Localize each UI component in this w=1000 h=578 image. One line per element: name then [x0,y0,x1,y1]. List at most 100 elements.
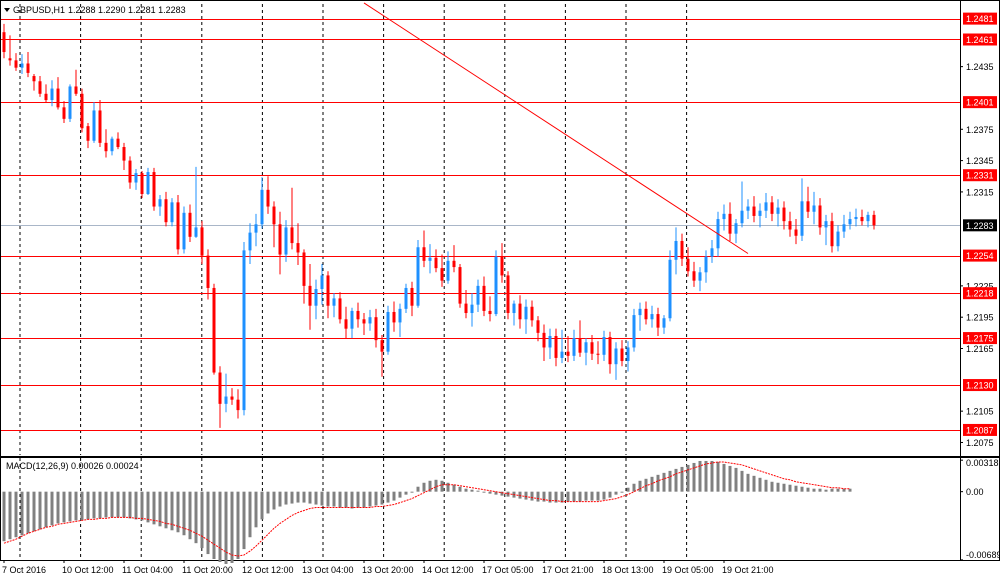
candle-body [422,247,426,261]
support-resistance-lines[interactable] [1,19,960,431]
candle-body [80,93,84,129]
time-axis: 7 Oct 2016 10 Oct 12:00 11 Oct 04:00 11 Oct… [2,560,774,575]
macd-bar [386,491,390,503]
candle-body [734,223,738,234]
candle-bear [296,223,300,265]
candle-bear [356,302,360,328]
candle-body [134,173,138,183]
macd-bar [830,488,834,492]
candle-body [146,172,150,195]
macd-bar [410,491,414,493]
candle-bear [80,88,84,133]
candle-body [860,216,864,222]
candle-bull [428,244,432,274]
macd-bar [434,479,438,492]
macd-bar [116,491,120,518]
macd-bar [422,482,426,492]
macd-bar [164,491,168,529]
macd-bar [698,460,702,492]
time-tick-label: 17 Oct 21:00 [542,565,594,575]
candle-bear [692,261,696,287]
candle-body [206,255,210,288]
candle-body [806,201,810,212]
macd-bar [710,460,714,492]
macd-bar [374,491,378,506]
level-price-tag [963,332,997,345]
candle-bull [314,279,318,320]
candle-body [164,199,168,223]
candle-bear [44,84,48,103]
macd-bar [290,491,294,504]
candle-body [530,306,534,321]
macd-bar [548,491,552,503]
candle-bull [614,342,618,380]
candle-bull [650,305,654,328]
candle-bear [686,247,690,277]
time-tick-label: 19 Oct 21:00 [722,565,774,575]
candle-body [326,275,330,306]
macd-bar [134,491,138,520]
candle-body [722,213,726,220]
candle-body [56,88,60,108]
macd-bar [50,491,54,526]
macd-bar [302,491,306,503]
candle-bull [398,303,402,338]
macd-bar [662,472,666,492]
candle-body [566,351,570,356]
candle-bear [62,101,66,124]
candle-body [344,319,348,329]
candle-bull [710,239,714,263]
time-tick-label: 17 Oct 05:00 [482,565,534,575]
candle-bear [770,196,774,222]
downtrend-line[interactable] [363,2,749,254]
macd-bar [98,491,102,519]
macd-tick-label: -0.00689 [966,550,1000,560]
candle-body [20,63,24,68]
candle-body [104,142,108,152]
candle-bear [482,276,486,317]
time-tick-label: 13 Oct 04:00 [302,565,354,575]
candle-body [458,267,462,304]
macd-bar [728,465,732,492]
ohlc-readout: 1.2288 1.2290 1.2281 1.2283 [68,5,186,15]
macd-bar [68,491,72,522]
macd-bar [572,491,576,502]
candle-body [128,160,132,183]
macd-bar [182,491,186,536]
macd-bar [62,491,66,523]
candle-body [50,88,54,101]
candle-bear [218,366,222,428]
macd-bar [674,468,678,492]
price-axis: 1.2481 1.2461 1.2435 1.2401 1.2375 1.2345 1.23… [960,12,997,448]
candle-bear [656,307,660,336]
candle-bull [320,263,324,305]
candle-body [836,231,840,247]
macd-bar [170,491,174,531]
candle-bear [794,219,798,245]
candle-body [650,314,654,320]
candle-body [704,256,708,273]
candle-body [260,189,264,225]
candle-bear [236,389,240,419]
macd-bar [812,488,816,492]
candle-bull [170,198,174,227]
candle-body [578,338,582,353]
candle-body [44,93,48,101]
candle-body [536,320,540,333]
candle-body [176,202,180,250]
macd-bar [368,491,372,507]
macd-bar [416,486,420,492]
candle-bull [158,195,162,216]
candle-body [26,63,30,73]
level-price-tag [963,379,997,392]
time-tick-label: 18 Oct 13:00 [602,565,654,575]
trendline[interactable] [363,2,749,254]
candle-bear [464,290,468,319]
candle-bull [134,168,138,190]
collapse-triangle-icon[interactable] [4,8,10,12]
candle-bull [764,192,768,219]
macd-bar [476,490,480,492]
candle-bear [104,129,108,158]
level-price-tag [963,96,997,109]
